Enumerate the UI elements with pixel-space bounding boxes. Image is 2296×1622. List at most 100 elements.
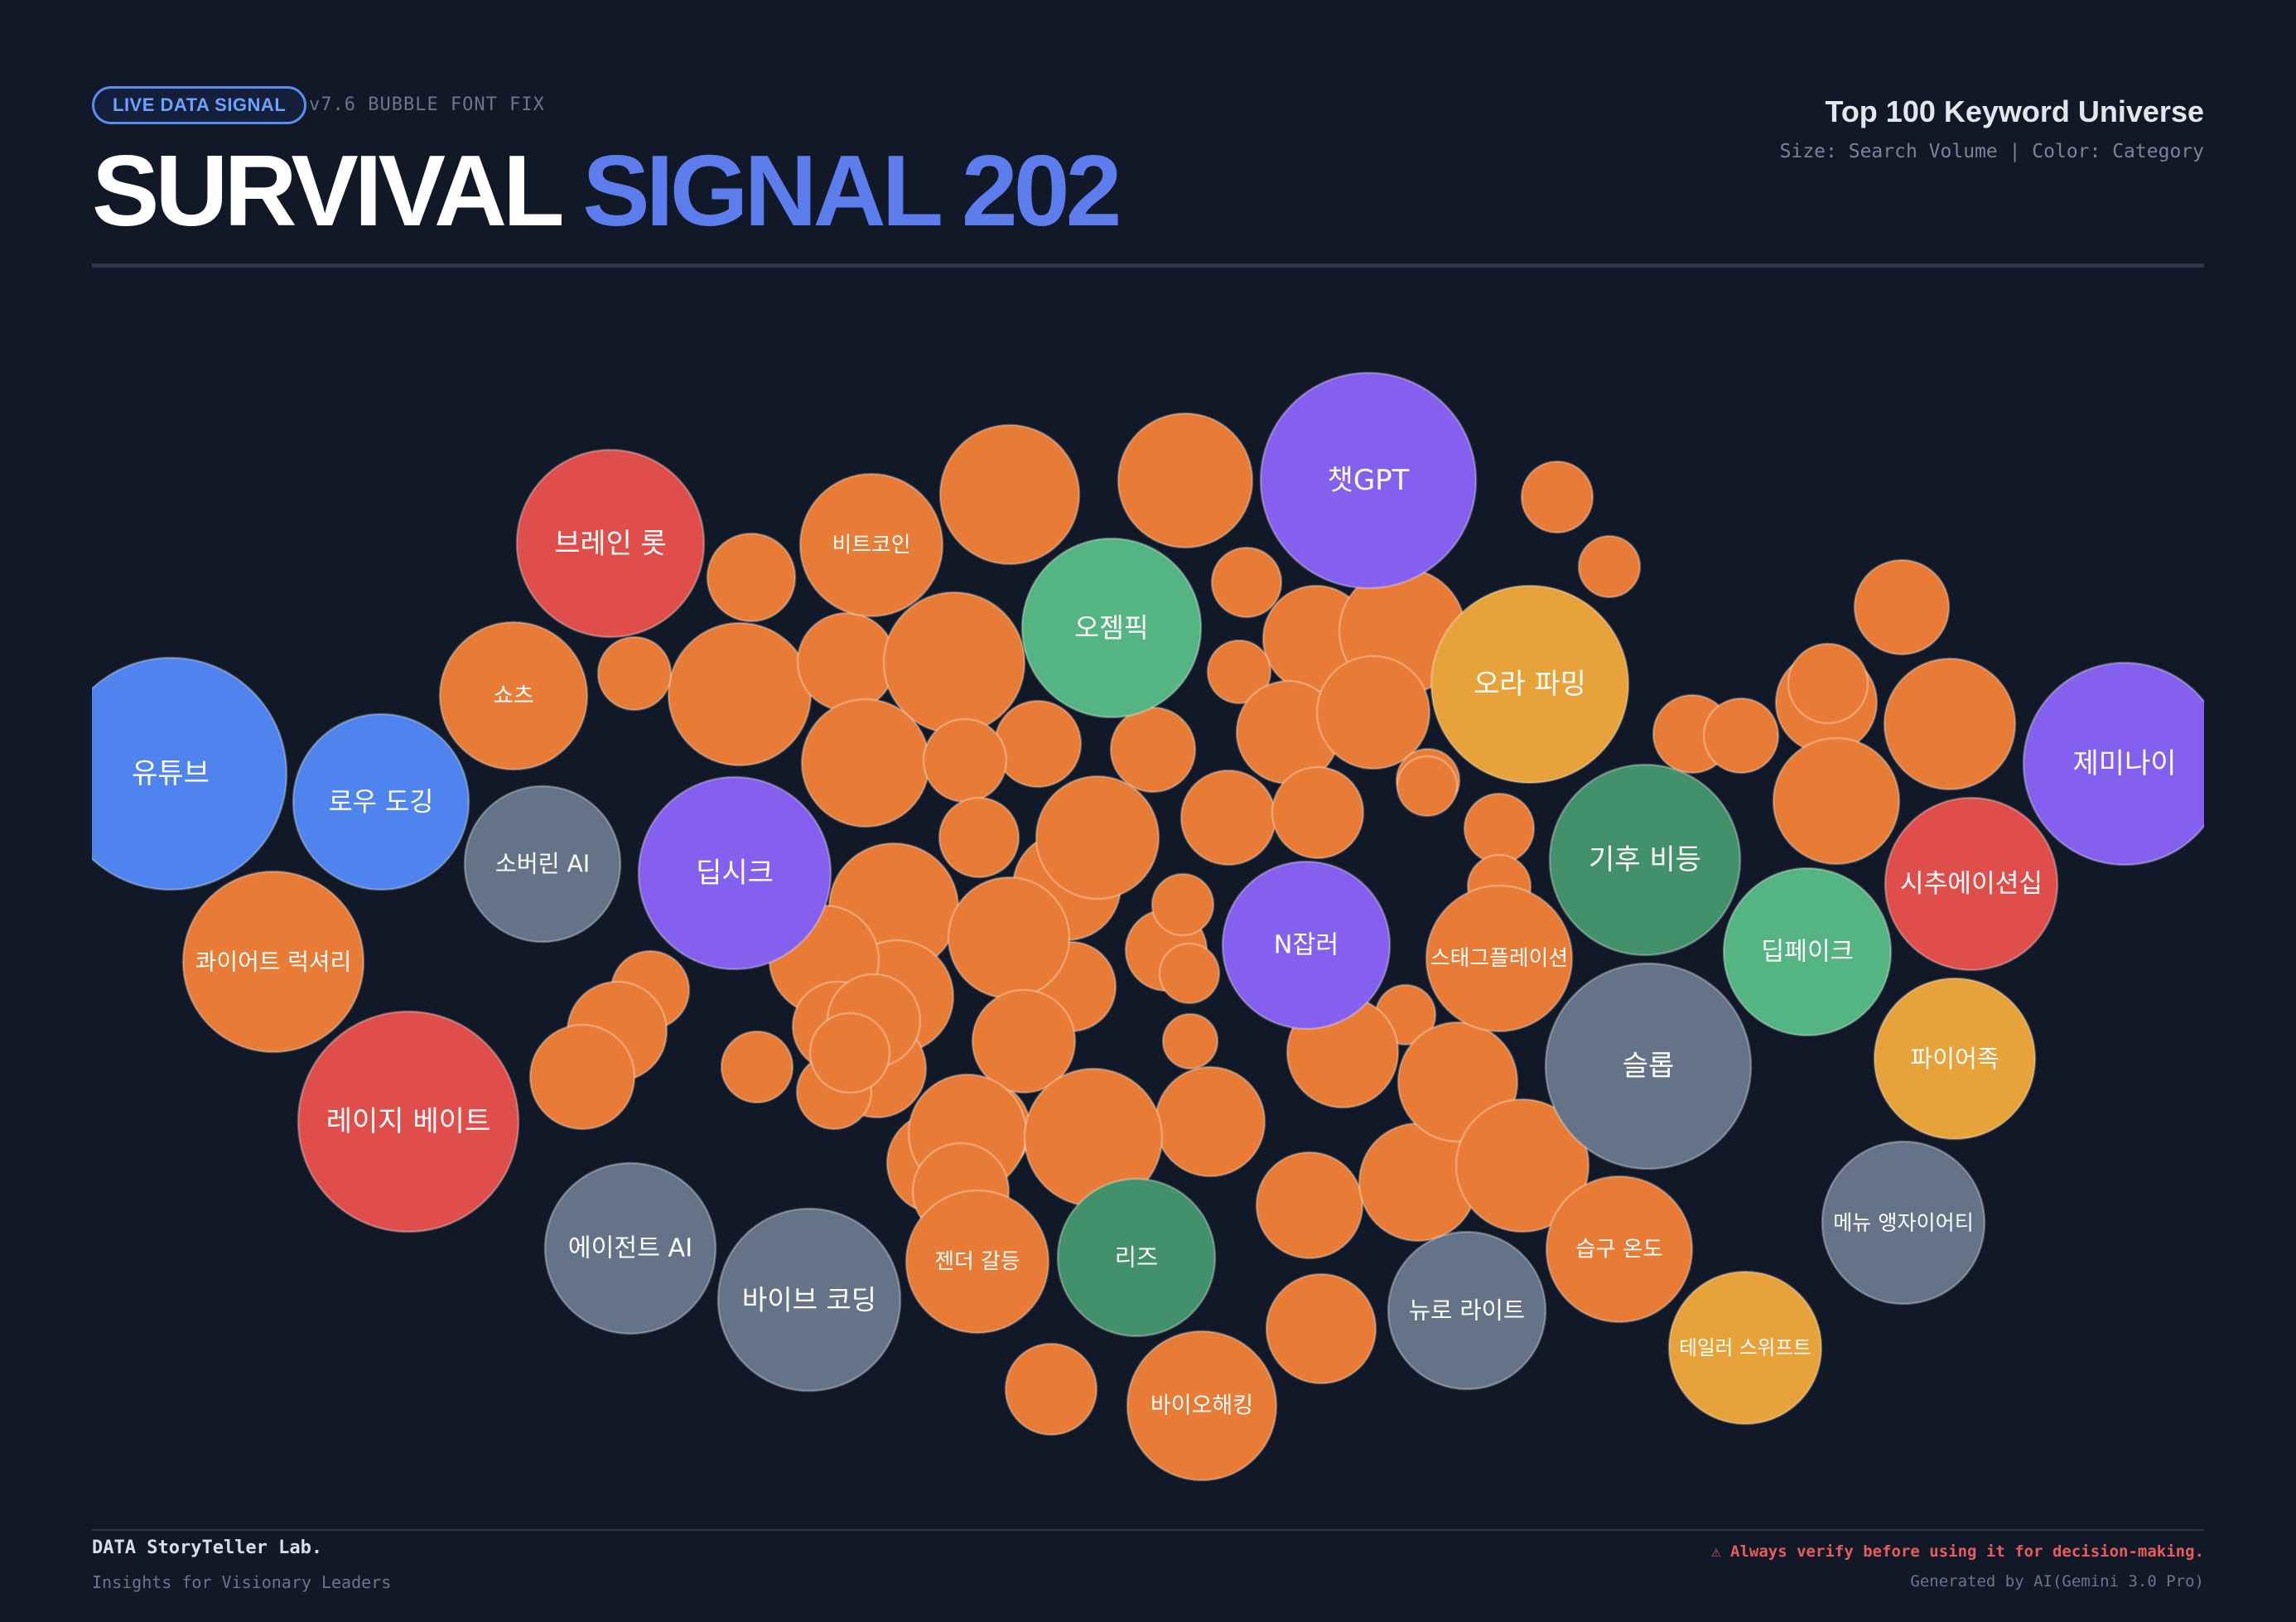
bubble	[798, 472, 944, 618]
bubble-label: 오라 파밍	[1474, 668, 1586, 701]
bubble-label: 오젬픽	[1074, 612, 1148, 644]
bubble	[181, 870, 365, 1054]
bubble-unlabeled	[1577, 534, 1642, 599]
bubble	[515, 448, 706, 639]
bubble-unlabeled	[1454, 1098, 1590, 1233]
bubble	[1020, 537, 1203, 719]
bubble	[637, 775, 832, 971]
bubble-unlabeled	[938, 423, 1081, 566]
bubble-unlabeled	[1883, 657, 2017, 791]
bubble-label: 스태그플레이션	[1430, 946, 1568, 971]
bubble-label: 브레인 롯	[554, 528, 667, 560]
bubble-label: 젠더 갈등	[934, 1249, 1020, 1274]
bubble-unlabeled	[1150, 872, 1215, 937]
bubble	[297, 1010, 520, 1233]
bubble-unlabeled	[993, 699, 1083, 789]
bubble-unlabeled	[1206, 639, 1272, 705]
bubble	[1667, 1270, 1823, 1426]
bubble	[1548, 763, 1742, 957]
bubble	[92, 656, 288, 891]
bubble	[292, 712, 470, 891]
bubble-label: 슬롭	[1623, 1050, 1675, 1083]
bubble-label: 시추에이션십	[1900, 869, 2043, 899]
bubble	[1259, 371, 1478, 590]
bubble-unlabeled	[528, 1023, 636, 1131]
bubble-label: 딥시크	[696, 857, 774, 890]
bubble-label: 뉴로 라이트	[1409, 1297, 1525, 1325]
bubble-unlabeled	[938, 796, 1020, 879]
bubble-unlabeled	[596, 635, 673, 712]
bubble-unlabeled	[1271, 765, 1365, 860]
title-blue-part: SIGNAL 2025	[582, 134, 1121, 247]
bubble	[1821, 1140, 1986, 1306]
bubble-unlabeled	[1161, 1012, 1219, 1070]
footer-divider	[92, 1529, 2204, 1531]
chart-encoding-legend: Size: Search Volume | Color: Category	[1779, 141, 2204, 162]
bubble	[1873, 977, 2037, 1141]
footer-tagline: Insights for Visionary Leaders	[92, 1572, 392, 1592]
bubble	[463, 784, 622, 944]
bubble	[1884, 796, 2059, 972]
bubble-label: 바이오해킹	[1150, 1393, 1253, 1419]
bubble-unlabeled	[1702, 697, 1780, 775]
bubble-unlabeled	[796, 611, 897, 712]
bubble-unlabeled	[971, 988, 1077, 1094]
page-title: SURVIVAL SIGNAL 2025	[92, 133, 1121, 249]
footer-warning: ⚠ Always verify before using it for deci…	[1711, 1542, 2204, 1561]
bubble-unlabeled	[1179, 769, 1277, 867]
bubble-unlabeled	[947, 876, 1071, 1000]
bubble-unlabeled	[1035, 775, 1160, 900]
bubble-label: 메뉴 앵자이어티	[1833, 1211, 1974, 1235]
bubble-unlabeled	[1265, 1272, 1377, 1385]
bubble-label: 제미나이	[2072, 747, 2176, 780]
bubble-label: 파이어족	[1910, 1045, 1999, 1073]
bubble-unlabeled	[1154, 1065, 1266, 1178]
bubble-label: 챗GPT	[1328, 464, 1410, 497]
bubble	[1722, 867, 1893, 1037]
live-data-badge: LIVE DATA SIGNAL	[92, 86, 307, 124]
bubble-unlabeled	[1210, 546, 1283, 619]
bubble-unlabeled	[1787, 642, 1869, 725]
bubble	[904, 1189, 1050, 1335]
bubble	[716, 1207, 902, 1393]
bubble-unlabeled	[1255, 1151, 1364, 1260]
header-divider	[92, 263, 2204, 268]
bubble-unlabeled	[1396, 755, 1459, 818]
bubble	[2022, 661, 2204, 867]
bubble-label: 소버린 AI	[495, 851, 590, 878]
bubble	[1545, 1175, 1694, 1324]
bubble-label: 기후 비등	[1589, 843, 1701, 876]
bubble-unlabeled	[1772, 736, 1901, 866]
footer-brand: DATA StoryTeller Lab.	[92, 1538, 323, 1558]
bubble-label: 유튜브	[132, 757, 210, 790]
bubble-unlabeled	[1158, 942, 1221, 1005]
bubble-unlabeled	[1117, 412, 1254, 549]
header: LIVE DATA SIGNAL v7.6 BUBBLE FONT FIX SU…	[92, 86, 2204, 268]
bubble	[438, 620, 589, 771]
bubble-label: 리즈	[1115, 1244, 1158, 1272]
bubble-unlabeled	[808, 1011, 891, 1094]
bubble-unlabeled	[922, 717, 1008, 804]
bubble	[1544, 962, 1753, 1171]
bubble	[1126, 1330, 1278, 1482]
bubble-unlabeled	[706, 532, 797, 623]
bubble-unlabeled	[1853, 558, 1951, 656]
bubble-unlabeled	[800, 698, 931, 828]
bubble-unlabeled	[1463, 792, 1536, 865]
bubble	[1430, 584, 1630, 784]
bubble-unlabeled	[1520, 460, 1594, 534]
bubble	[1221, 860, 1392, 1031]
title-white-part: SURVIVAL	[92, 134, 562, 247]
version-label: v7.6 BUBBLE FONT FIX	[309, 94, 545, 115]
bubble	[543, 1161, 717, 1335]
bubble-label: N잡러	[1274, 931, 1339, 960]
bubble-label: 로우 도깅	[328, 787, 433, 818]
bubble-label: 콰이어트 럭셔리	[195, 949, 351, 976]
bubble-unlabeled	[1004, 1342, 1098, 1436]
bubble	[1387, 1230, 1547, 1391]
bubble-unlabeled	[1315, 654, 1431, 770]
footer-generated-by: Generated by AI(Gemini 3.0 Pro)	[1910, 1572, 2204, 1591]
bubble-label: 쇼츠	[493, 683, 533, 709]
bubble-label: 레이지 베이트	[326, 1105, 491, 1138]
